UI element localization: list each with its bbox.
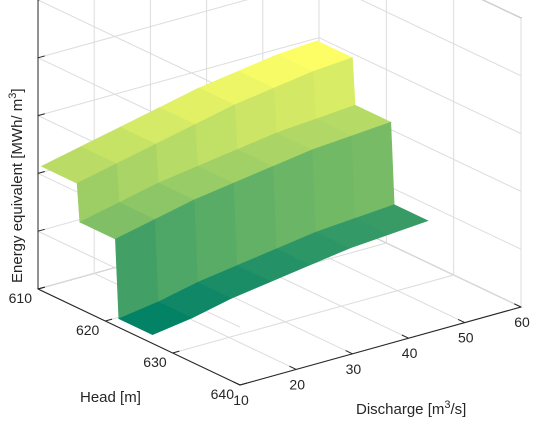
y-tick-label: 610	[9, 290, 33, 306]
x-tick-label: 50	[458, 330, 474, 346]
x-tick-label: 20	[289, 376, 305, 392]
x-tick-mark	[514, 303, 522, 308]
z-tick-mark	[37, 286, 45, 290]
grid-line-y-floor	[172, 274, 454, 354]
z-tick-mark	[37, 228, 45, 232]
surface-patch	[193, 182, 238, 283]
surface-patch	[118, 301, 193, 336]
y-tick-mark	[239, 382, 247, 386]
y-axis-label: Head [m]	[80, 389, 141, 406]
x-tick-mark	[233, 381, 241, 386]
x-tick-label: 10	[233, 392, 249, 408]
grid-line-z	[36, 0, 522, 155]
y-tick-label: 640	[211, 386, 235, 402]
x-tick-mark	[345, 350, 353, 355]
x-tick-mark	[401, 334, 409, 339]
x-tick-label: 60	[514, 314, 530, 330]
x-tick-label: 30	[346, 361, 362, 377]
grid-line-z	[36, 0, 522, 97]
surface-plot	[40, 40, 429, 336]
z-tick-mark	[37, 113, 45, 117]
y-axis-line	[37, 288, 241, 386]
z-tick-mark	[37, 55, 45, 59]
x-tick-mark	[457, 318, 466, 324]
surface-patch	[311, 135, 356, 233]
surface-patch	[351, 121, 395, 219]
z-tick-mark	[37, 171, 45, 174]
x-tick-mark	[289, 365, 297, 370]
surface-patch	[272, 149, 316, 250]
surface-patch	[233, 166, 277, 267]
y-tick-label: 620	[76, 322, 100, 338]
y-tick-label: 630	[143, 354, 167, 370]
z-axis-label: Energy equivalent [MWh/ m3]	[7, 88, 26, 283]
y-tick-mark	[105, 318, 113, 322]
tick-labels: 10 20 30 40 50 60 610 620 630 640	[9, 290, 530, 408]
axis-lines	[37, 0, 522, 386]
y-tick-mark	[172, 350, 180, 354]
x-tick-label: 40	[402, 345, 418, 361]
x-axis-label: Discharge [m3/s]	[356, 399, 466, 418]
x-axis-line	[239, 306, 522, 386]
